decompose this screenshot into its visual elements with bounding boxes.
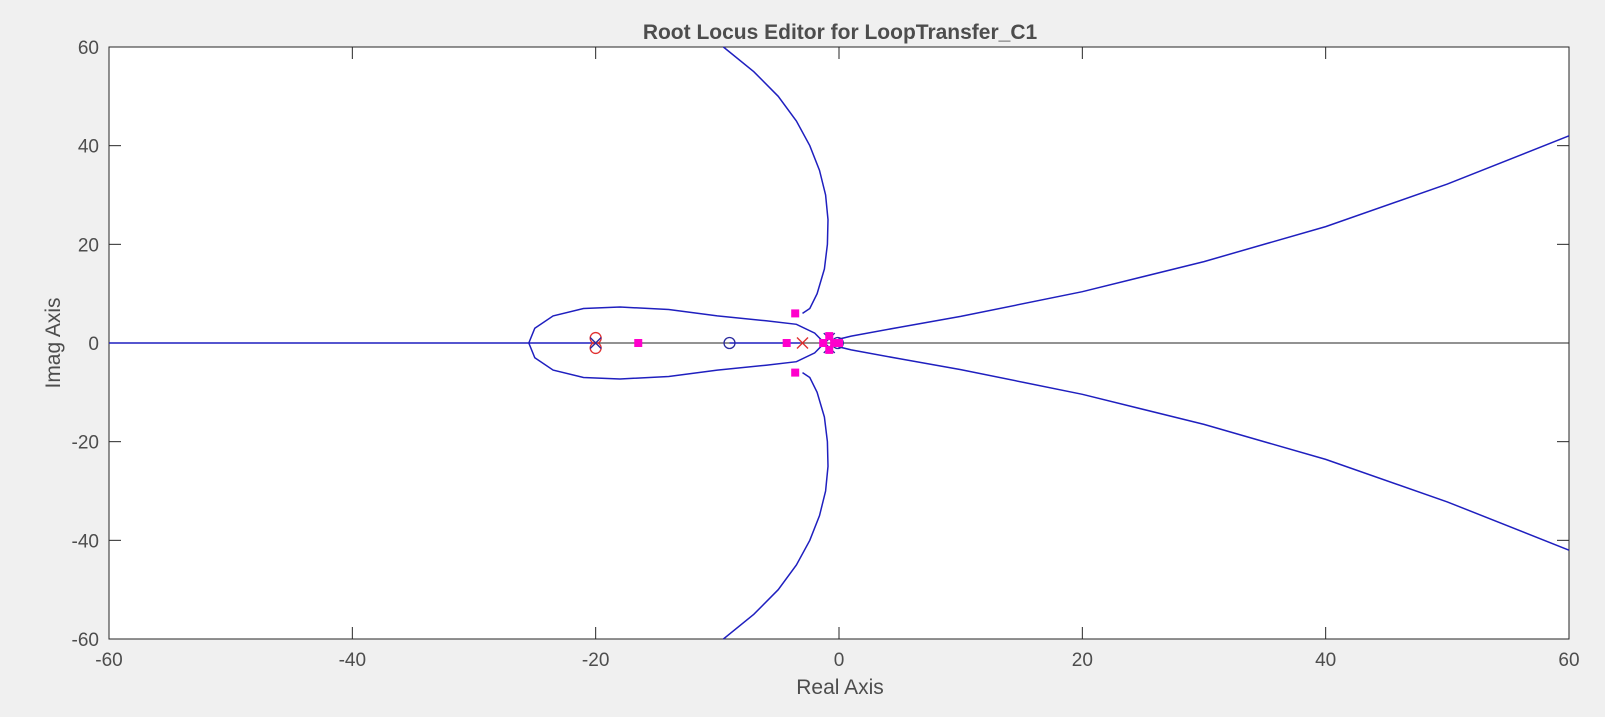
x-axis-label: Real Axis <box>796 676 884 699</box>
closed-loop-pole-marker <box>825 332 834 341</box>
locus-branch-lower-departing <box>722 371 829 640</box>
closed-loop-pole-marker <box>835 339 843 347</box>
closed-loop-pole-marker <box>791 368 800 377</box>
y-tick-label: 0 <box>88 334 99 355</box>
x-tick-label: 40 <box>1315 650 1336 671</box>
pole-marker <box>796 337 809 349</box>
x-tick-label: -40 <box>339 650 366 671</box>
locus-branch-loop-upper <box>528 306 825 344</box>
locus-branch-loop-lower <box>528 342 825 380</box>
y-tick-label: -40 <box>72 531 99 552</box>
locus-branch-upper-departing <box>722 46 829 315</box>
pole-marker <box>589 337 602 349</box>
locus-branch-asymptote-lower <box>834 342 1570 551</box>
y-tick-label: 40 <box>78 137 99 158</box>
chart-title: Root Locus Editor for LoopTransfer_C1 <box>643 21 1038 44</box>
y-axis-label: Imag Axis <box>42 297 65 388</box>
closed-loop-pole-marker <box>634 339 643 347</box>
closed-loop-pole-marker <box>819 339 828 347</box>
y-tick-label: -20 <box>72 433 99 454</box>
closed-loop-pole-marker <box>791 309 800 318</box>
x-tick-label: -60 <box>95 650 122 671</box>
closed-loop-pole-marker <box>782 339 791 347</box>
ticks-layer: -60 -40 -20 0 20 40 60 -60 -40 -20 0 20 40 60 <box>72 38 1580 671</box>
x-tick-label: 20 <box>1072 650 1093 671</box>
closed-loop-pole-marker <box>830 339 839 347</box>
y-tick-label: -60 <box>72 630 99 651</box>
pole-zero-markers <box>589 309 844 377</box>
y-tick-label: 20 <box>78 235 99 256</box>
x-tick-label: 60 <box>1558 650 1579 671</box>
locus-branches <box>109 46 1570 640</box>
closed-loop-pole-marker <box>825 345 834 354</box>
locus-branch-asymptote-upper <box>834 135 1570 344</box>
x-tick-label: 0 <box>834 650 845 671</box>
zero-marker <box>723 336 736 350</box>
x-tick-label: -20 <box>582 650 609 671</box>
y-tick-label: 60 <box>78 38 99 59</box>
